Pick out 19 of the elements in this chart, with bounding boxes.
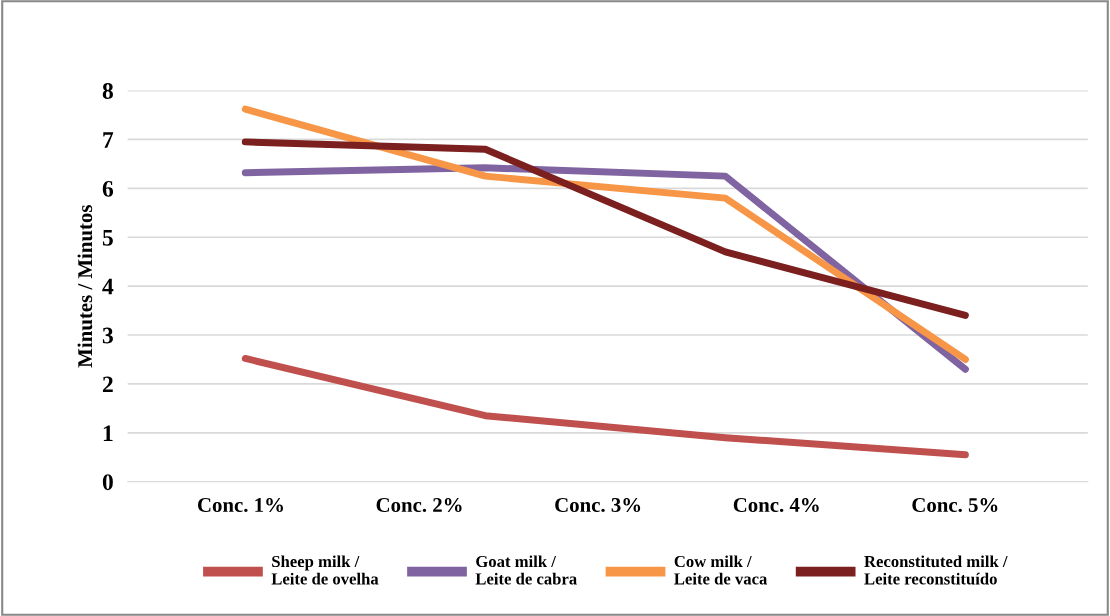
legend-label: Cow milk / Leite de vaca bbox=[674, 555, 768, 585]
legend-label: Reconstituted milk / Leite reconstituído bbox=[864, 555, 1008, 585]
legend-label: Goat milk / Leite de cabra bbox=[475, 555, 577, 585]
legend-label: Sheep milk / Leite de ovelha bbox=[271, 555, 379, 585]
y-tick-label: 5 bbox=[102, 229, 113, 246]
y-tick-label: 7 bbox=[103, 132, 114, 148]
y-tick-label: 0 bbox=[102, 474, 113, 491]
text: Conc. 5% bbox=[912, 497, 998, 513]
y-tick-label: 6 bbox=[102, 180, 114, 197]
text: Conc. 4% bbox=[733, 497, 819, 513]
y-tick-label: 8 bbox=[102, 83, 113, 99]
text: Conc. 1% bbox=[197, 497, 283, 513]
text: Conc. 3% bbox=[555, 497, 641, 513]
y-axis-title: Minutes / Minutos bbox=[77, 205, 93, 368]
y-tick-label: 4 bbox=[102, 278, 114, 295]
y-tick-label: 2 bbox=[102, 376, 113, 393]
y-tick-label: 1 bbox=[103, 425, 113, 442]
y-tick-label: 3 bbox=[102, 327, 113, 344]
text: Conc. 2% bbox=[376, 497, 462, 513]
